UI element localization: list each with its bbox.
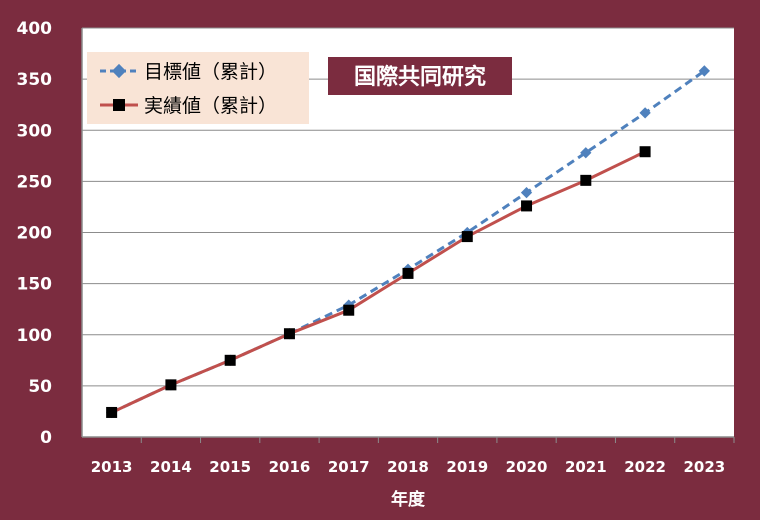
data-point-actual xyxy=(639,146,651,158)
axes: 0 50 100 150 200 250 300 350 400 2013 2014 2015 2016… xyxy=(17,19,735,476)
x-tick-label: 2022 xyxy=(624,458,666,476)
data-point-actual xyxy=(106,406,118,418)
legend-marker-actual xyxy=(113,99,125,111)
data-point-actual xyxy=(461,231,473,243)
y-tick-label: 400 xyxy=(17,19,53,39)
chart-annotation-box xyxy=(328,57,512,95)
data-point-actual xyxy=(283,328,295,340)
data-point-actual xyxy=(521,200,533,212)
x-tick-label: 2015 xyxy=(209,458,251,476)
x-tick-label: 2021 xyxy=(565,458,607,476)
x-tick-label: 2020 xyxy=(506,458,548,476)
y-tick-label: 250 xyxy=(17,172,53,192)
data-point-actual xyxy=(343,304,355,316)
legend-label-target: 目標値（累計） xyxy=(144,61,277,83)
x-tick-label: 2018 xyxy=(387,458,429,476)
x-tick-label: 2019 xyxy=(446,458,488,476)
y-tick-label: 0 xyxy=(40,428,52,448)
x-tick-label: 2017 xyxy=(328,458,370,476)
data-point-actual xyxy=(224,354,236,366)
y-tick-label: 100 xyxy=(17,326,53,346)
y-tick-label: 50 xyxy=(28,377,52,397)
y-tick-label: 150 xyxy=(17,275,53,295)
x-axis-title: 年度 xyxy=(391,489,426,510)
y-tick-label: 300 xyxy=(17,121,53,141)
y-tick-label: 350 xyxy=(17,70,53,90)
legend-label-actual: 実績値（累計） xyxy=(144,95,277,117)
legend xyxy=(87,52,309,124)
series-line-1 xyxy=(110,150,646,414)
chart-annotation-text: 国際共同研究 xyxy=(354,64,486,90)
series-layer xyxy=(105,65,710,419)
x-tick-label: 2016 xyxy=(269,458,311,476)
x-tick-label: 2014 xyxy=(150,458,192,476)
data-point-actual xyxy=(402,267,414,279)
x-tick-label: 2013 xyxy=(91,458,133,476)
data-point-actual xyxy=(580,174,592,186)
data-point-actual xyxy=(165,379,177,391)
y-tick-label: 200 xyxy=(17,224,53,244)
x-tick-label: 2023 xyxy=(683,458,725,476)
